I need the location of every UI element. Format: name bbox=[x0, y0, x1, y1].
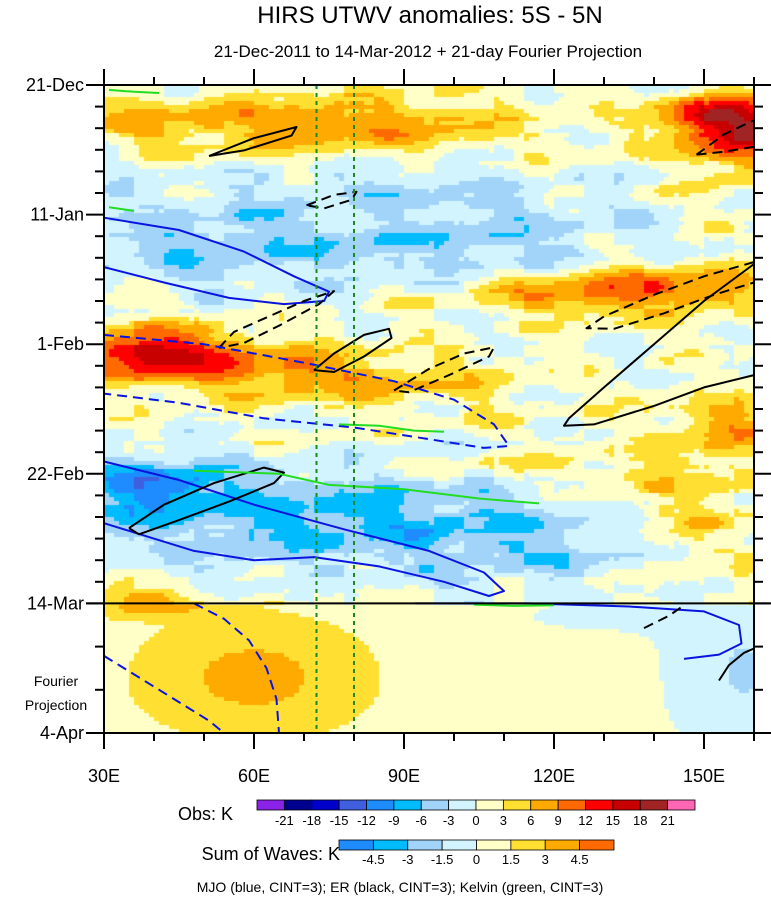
er-contour bbox=[695, 119, 755, 156]
colorbar-swatch bbox=[448, 799, 477, 811]
er-contour bbox=[393, 346, 495, 394]
er-contour bbox=[643, 604, 685, 629]
footnote: MJO (blue, CINT=3); ER (black, CINT=3); … bbox=[197, 879, 604, 895]
colorbar-swatch bbox=[475, 799, 504, 811]
wave-contours bbox=[103, 88, 755, 734]
colorbar-swatch bbox=[311, 799, 340, 811]
kelvin-contour bbox=[338, 423, 445, 433]
obs-colorbar-label: Obs: K bbox=[178, 804, 233, 824]
mjo-contour bbox=[103, 333, 510, 449]
colorbar-tick-label: -9 bbox=[388, 813, 400, 828]
colorbar-tick-label: 18 bbox=[633, 813, 647, 828]
obs-colorbar: -21 -18 -15 -12 -9 -6 -3 0 3 6 9 12 15 18 21 bbox=[256, 799, 696, 828]
y-tick-label: 21-Dec bbox=[26, 75, 84, 95]
mjo-contour bbox=[103, 655, 225, 734]
colorbar-swatch bbox=[476, 839, 512, 851]
er-contour bbox=[718, 647, 755, 682]
er-contour bbox=[306, 190, 358, 210]
colorbar-tick-label: 21 bbox=[660, 813, 674, 828]
kelvin-contour bbox=[108, 206, 135, 212]
colorbar-swatch bbox=[256, 799, 285, 811]
colorbar-swatch bbox=[502, 799, 532, 811]
er-contour bbox=[218, 290, 335, 349]
colorbar-tick-label: -3 bbox=[402, 852, 414, 867]
colorbar-tick-label: 3 bbox=[542, 852, 549, 867]
kelvin-contour bbox=[108, 88, 160, 94]
colorbar-tick-label: -21 bbox=[275, 813, 294, 828]
kelvin-contour bbox=[193, 469, 540, 505]
colorbar-tick-label: 6 bbox=[527, 813, 534, 828]
colorbar-tick-label: -3 bbox=[443, 813, 455, 828]
colorbar-tick-label: 12 bbox=[578, 813, 592, 828]
colorbar-tick-label: 0 bbox=[473, 852, 480, 867]
chart-subtitle: 21-Dec-2011 to 14-Mar-2012 + 21-day Four… bbox=[214, 42, 642, 61]
x-tick-label: 120E bbox=[533, 766, 575, 786]
er-contour bbox=[313, 327, 393, 373]
colorbar-swatch bbox=[579, 839, 615, 851]
colorbar-swatch bbox=[372, 839, 409, 851]
colorbar-tick-label: 9 bbox=[555, 813, 562, 828]
kelvin-contour bbox=[473, 603, 555, 607]
colorbar-swatch bbox=[585, 799, 614, 811]
colorbar-swatch bbox=[441, 839, 477, 851]
colorbar-swatch bbox=[612, 799, 641, 811]
waves-colorbar-label: Sum of Waves: K bbox=[202, 844, 340, 864]
colorbar-swatch bbox=[530, 799, 559, 811]
er-contour bbox=[696, 145, 755, 156]
y-tick-label: 22-Feb bbox=[27, 464, 84, 484]
mjo-contour bbox=[193, 602, 280, 734]
colorbar-swatch bbox=[366, 799, 395, 811]
y-tick-label: 1-Feb bbox=[37, 334, 84, 354]
y-tick-label: 4-Apr bbox=[40, 723, 84, 743]
y-tick-label: 11-Jan bbox=[30, 205, 84, 225]
er-contour bbox=[128, 466, 285, 536]
colorbar-tick-label: -6 bbox=[415, 813, 427, 828]
colorbar-swatch bbox=[283, 799, 313, 811]
colorbar-swatch bbox=[338, 799, 367, 811]
colorbar-tick-label: -15 bbox=[330, 813, 349, 828]
colorbar-tick-label: -12 bbox=[357, 813, 376, 828]
plot-frame bbox=[103, 84, 755, 734]
colorbar-tick-label: -18 bbox=[302, 813, 321, 828]
mjo-contour bbox=[103, 460, 505, 597]
colorbar-tick-label: 15 bbox=[606, 813, 620, 828]
colorbar-swatch bbox=[557, 799, 586, 811]
x-tick-label: 150E bbox=[683, 766, 725, 786]
x-tick-label: 90E bbox=[388, 766, 420, 786]
er-contour bbox=[208, 126, 298, 157]
x-tick-label: 30E bbox=[88, 766, 120, 786]
colorbar-swatch bbox=[407, 839, 443, 851]
colorbar-swatch bbox=[420, 799, 450, 811]
mjo-contour bbox=[414, 602, 743, 660]
colorbar-swatch bbox=[510, 839, 546, 851]
colorbar-tick-label: 3 bbox=[500, 813, 507, 828]
mjo-contour bbox=[103, 216, 330, 306]
projection-label-2: Projection bbox=[25, 697, 87, 713]
colorbar-swatch bbox=[393, 799, 422, 811]
colorbar-tick-label: -4.5 bbox=[362, 852, 384, 867]
colorbar-tick-label: -1.5 bbox=[431, 852, 453, 867]
x-tick-label: 60E bbox=[238, 766, 270, 786]
chart-title: HIRS UTWV anomalies: 5S - 5N bbox=[257, 2, 602, 29]
y-tick-label: 14-Mar bbox=[27, 593, 84, 613]
projection-label-1: Fourier bbox=[34, 673, 79, 689]
reference-lines bbox=[315, 85, 355, 733]
colorbar-tick-label: 4.5 bbox=[571, 852, 589, 867]
er-contour bbox=[585, 261, 755, 330]
er-contour bbox=[563, 263, 755, 427]
colorbar-swatch bbox=[639, 799, 669, 811]
colorbar-swatch bbox=[544, 839, 581, 851]
colorbar-swatch bbox=[338, 839, 374, 851]
axes: 30E 60E 90E 120E 150E 21-Dec 11-Jan 1-Feb 22-Feb… bbox=[26, 69, 771, 786]
colorbar-swatch bbox=[667, 799, 696, 811]
colorbar-tick-label: 0 bbox=[472, 813, 479, 828]
waves-colorbar: -4.5 -3 -1.5 0 1.5 3 4.5 bbox=[338, 839, 615, 867]
colorbar-tick-label: 1.5 bbox=[502, 852, 520, 867]
